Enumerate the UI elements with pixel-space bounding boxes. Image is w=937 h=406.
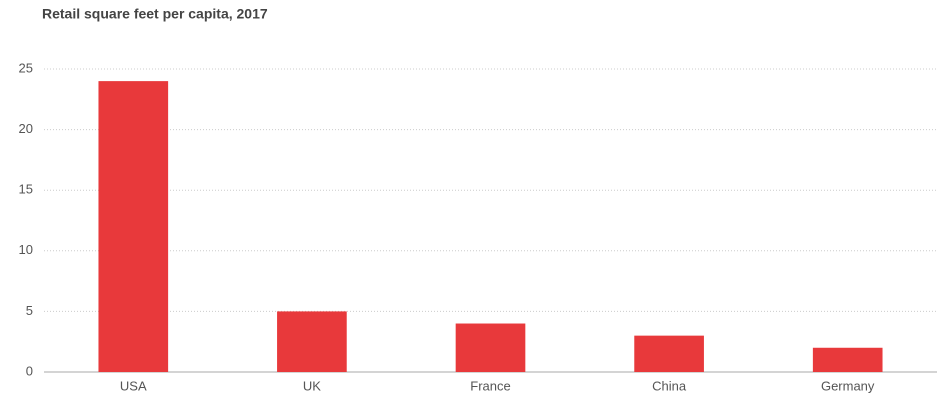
x-tick-label: UK — [303, 378, 321, 393]
x-tick-label: USA — [120, 378, 147, 393]
x-tick-label: China — [652, 378, 687, 393]
bar — [277, 311, 347, 372]
y-tick-label: 20 — [19, 121, 33, 136]
y-tick-label: 25 — [19, 60, 33, 75]
y-tick-label: 5 — [26, 303, 33, 318]
x-tick-label: France — [470, 378, 510, 393]
y-tick-label: 0 — [26, 363, 33, 378]
bar — [634, 335, 704, 372]
chart-title: Retail square feet per capita, 2017 — [42, 6, 268, 22]
x-tick-label: Germany — [821, 378, 875, 393]
bar — [455, 323, 526, 372]
bar — [98, 81, 169, 373]
y-tick-label: 15 — [19, 182, 33, 197]
bar — [812, 347, 883, 372]
y-tick-label: 10 — [19, 242, 33, 257]
